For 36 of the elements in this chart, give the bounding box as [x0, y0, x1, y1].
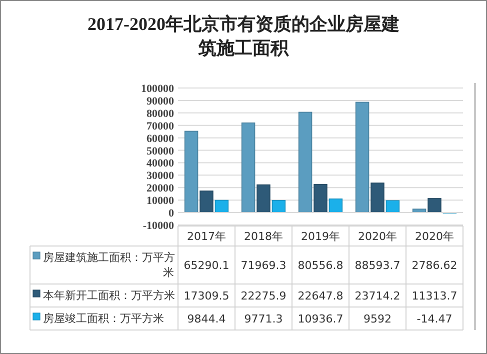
data-label: 88593.7 [354, 259, 400, 272]
data-label: 11313.7 [412, 290, 458, 302]
x-tick-label: 2017年 [187, 230, 226, 243]
data-label: 23714.2 [354, 290, 400, 302]
x-tick-label: 2020年 [415, 230, 454, 243]
data-label: 80556.8 [298, 259, 344, 272]
y-tick-label: 50000 [146, 145, 174, 158]
data-label: 9771.3 [244, 312, 283, 326]
y-tick-label: 10000 [146, 195, 174, 208]
y-tick-label: 30000 [146, 170, 174, 182]
y-tick-label: -10000 [142, 220, 174, 232]
y-tick-label: 40000 [146, 158, 174, 170]
legend-label: 房屋建筑施工面积：万平方米 [43, 251, 175, 279]
data-label: 22647.8 [298, 290, 344, 302]
y-tick-label: 20000 [146, 182, 174, 195]
x-tick-label: 2019年 [301, 230, 340, 243]
legend-label: 本年新开工面积：万平方米 [43, 289, 175, 302]
y-tick-label: 60000 [146, 132, 174, 145]
data-label: 2786.62 [412, 259, 458, 272]
data-label: 22275.9 [240, 290, 286, 302]
data-label: -14.47 [416, 312, 452, 326]
data-label: 65290.1 [184, 259, 230, 272]
y-tick-label: 90000 [146, 95, 174, 108]
x-tick-label: 2018年 [244, 230, 283, 243]
x-tick-label: 2020年 [358, 230, 397, 243]
y-tick-label: 80000 [146, 108, 174, 120]
legend-label: 房屋竣工面积：万平方米 [43, 312, 164, 325]
data-label: 9844.4 [187, 312, 226, 326]
y-tick-label: 0 [168, 208, 174, 220]
chart-title: 2017-2020年北京市有资质的企业房屋建筑施工面积 [88, 14, 400, 58]
data-label: 10936.7 [298, 312, 344, 326]
data-label: 71969.3 [240, 259, 286, 272]
data-label: 17309.5 [184, 290, 230, 302]
y-tick-label: 70000 [146, 120, 174, 132]
data-label: 9592 [364, 312, 392, 326]
y-tick-label: 100000 [141, 83, 174, 95]
